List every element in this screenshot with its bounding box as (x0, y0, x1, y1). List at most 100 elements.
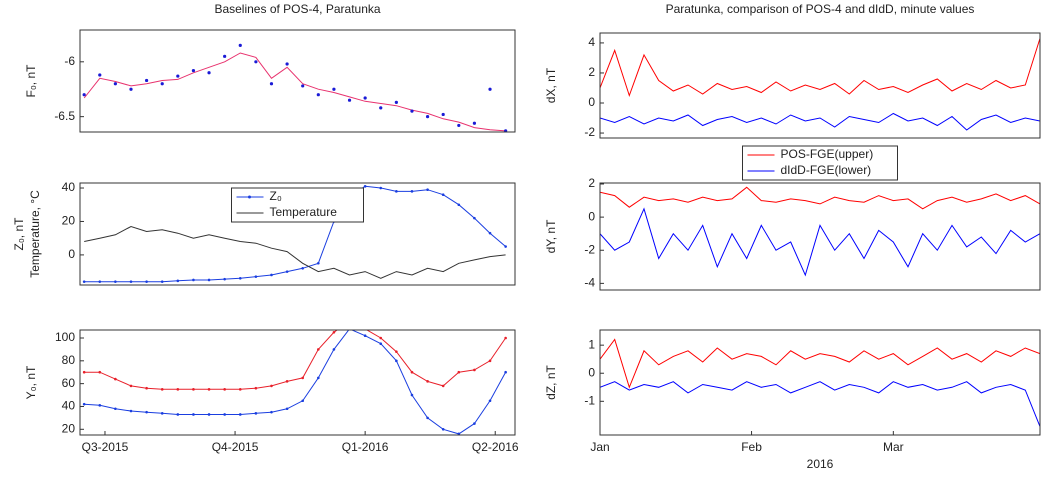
data-point (207, 413, 211, 416)
data-point (269, 82, 274, 86)
data-point (223, 54, 227, 58)
data-point (285, 62, 289, 66)
y-tick-label: 0 (588, 95, 595, 109)
axes-frame (79, 182, 516, 286)
x-tick-label: Q4-2015 (212, 440, 259, 454)
y-tick-label: -2 (584, 242, 595, 256)
series-line (600, 186, 1040, 210)
data-point (238, 413, 242, 416)
data-point (504, 336, 507, 340)
data-point (317, 348, 320, 351)
data-point (301, 266, 305, 270)
plot-area (82, 43, 508, 132)
data-point (379, 342, 383, 345)
plot-area (600, 186, 1040, 277)
panel: 20 40 60 80 100 Q3-2015 Q4-2015 Q1-2016 Q2-2016 Y… (24, 320, 519, 454)
legend-box (742, 145, 898, 181)
series-line (600, 112, 1040, 131)
y-tick-label: 0 (68, 247, 75, 261)
series-line (600, 381, 1040, 427)
data-point (98, 370, 102, 374)
data-point (270, 410, 273, 414)
data-point (473, 422, 476, 425)
data-point (301, 376, 305, 380)
data-point (379, 336, 383, 340)
legend-label: Z₀ (270, 189, 282, 203)
data-point (348, 320, 351, 323)
data-point (363, 334, 367, 338)
data-point (114, 377, 117, 381)
data-point (192, 278, 195, 282)
y-tick-label: -2 (584, 125, 595, 139)
data-point (488, 87, 492, 91)
data-point (332, 348, 336, 351)
data-point (410, 190, 414, 193)
y-tick-label: -6.5 (54, 109, 75, 123)
y-tick-label: -6 (64, 54, 75, 68)
data-point (160, 280, 164, 283)
data-point (145, 386, 148, 390)
series-line (600, 207, 1040, 277)
axes-frame (599, 182, 1041, 291)
data-point (332, 330, 336, 334)
data-point (457, 123, 461, 128)
data-point (410, 109, 414, 113)
data-point (223, 277, 226, 281)
data-point (317, 261, 320, 265)
data-point (207, 388, 211, 391)
data-point (238, 277, 242, 280)
data-point (176, 279, 180, 283)
data-point (207, 278, 211, 282)
data-point (441, 384, 445, 388)
data-point (426, 416, 429, 420)
data-point (363, 96, 367, 100)
panel: -4 -2 0 2 dY, nT POS-FGE(upper) dIdD-FGE(lower… (544, 145, 1041, 291)
data-point (114, 407, 117, 411)
series-line (600, 38, 1040, 98)
data-point (270, 384, 273, 388)
panel: -6 -6.5 Baselines of POS-4, Paratunka F₀, n… (24, 2, 516, 133)
data-point (82, 280, 86, 283)
data-point (191, 68, 196, 73)
data-point (379, 106, 383, 110)
data-point (457, 370, 461, 374)
data-point (145, 78, 149, 83)
data-point (457, 203, 461, 207)
x-tick-label: Feb (741, 440, 762, 454)
series-line (83, 52, 506, 132)
data-point (301, 399, 305, 403)
x-tick-label: Q2-2016 (472, 440, 519, 454)
y-tick-label: 20 (62, 421, 76, 435)
panel-title: Paratunka, comparison of POS-4 and dIdD,… (666, 2, 975, 16)
data-point (254, 412, 258, 415)
legend-marker (248, 195, 251, 199)
x-tick-label: Mar (883, 440, 904, 454)
data-point (129, 87, 133, 91)
data-point (332, 87, 336, 91)
y-axis-label: Y₀, nT (24, 365, 38, 399)
y-tick-label: 2 (588, 65, 595, 79)
data-point (82, 370, 86, 374)
y-tick-label: 20 (62, 214, 76, 228)
data-point (441, 112, 445, 117)
data-point (488, 399, 492, 403)
data-point (270, 273, 273, 277)
x-tick-label: Q1-2016 (342, 440, 389, 454)
data-point (254, 60, 258, 64)
y-tick-label: 80 (62, 353, 76, 367)
data-point (395, 359, 398, 363)
data-point (98, 280, 102, 283)
x-axis-label: 2016 (807, 457, 834, 471)
series-line (84, 185, 506, 283)
data-point (285, 270, 289, 273)
data-point (488, 231, 492, 235)
data-point (98, 73, 102, 77)
data-point (410, 370, 414, 374)
series-line (600, 338, 1040, 389)
series-line (84, 330, 507, 435)
data-point (316, 93, 320, 97)
plot-area (82, 185, 507, 283)
data-point (129, 384, 133, 388)
data-point (395, 350, 398, 353)
